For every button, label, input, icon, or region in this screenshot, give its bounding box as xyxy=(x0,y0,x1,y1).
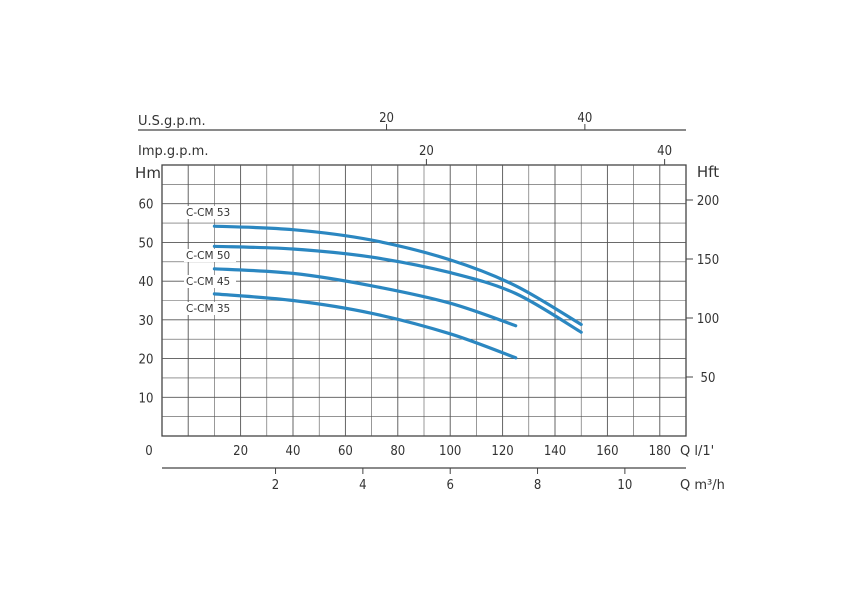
flow-m3h-axis: 2 4 6 8 10 Q m³/h xyxy=(162,467,725,493)
curve-c-cm-50 xyxy=(212,244,583,334)
curve-label-bg xyxy=(184,275,236,288)
tick-label-q-lmin: 180 xyxy=(649,444,671,459)
tick-label-hft: 100 xyxy=(697,312,719,327)
tick-label-imp-gpm: 20 xyxy=(419,144,434,159)
curve-label-bg xyxy=(184,206,236,219)
tick-label-hm: 20 xyxy=(139,353,154,368)
tick-label-hft: 200 xyxy=(697,194,719,209)
tick-label-q-lmin: 80 xyxy=(390,444,405,459)
tick-label-q-lmin: 60 xyxy=(338,444,353,459)
tick-label-hm: 30 xyxy=(139,314,154,329)
curve-label-bg xyxy=(184,302,236,315)
tick-label-imp-gpm: 40 xyxy=(657,144,672,159)
tick-label-us-gpm: 20 xyxy=(379,111,394,126)
tick-label-hm: 50 xyxy=(139,236,154,251)
tick-label-hm: 40 xyxy=(139,275,154,290)
curve-c-cm-45 xyxy=(212,267,518,328)
curve-label: C-CM 45 xyxy=(186,276,230,288)
head-ft-axis: Hft 50 100 150 200 xyxy=(686,163,719,386)
curve-label-bg xyxy=(184,249,236,262)
tick-label-hft: 150 xyxy=(697,253,719,268)
curve-label: C-CM 35 xyxy=(186,303,230,315)
tick-label-m3h: 8 xyxy=(534,478,541,493)
tick-label-q-lmin: 120 xyxy=(491,444,513,459)
flow-l-min-axis: 0 20 40 60 80 100 120 140 160 180 Q l/1' xyxy=(145,444,714,459)
curve-c-cm-53 xyxy=(212,224,583,327)
tick-label-q-lmin: 0 xyxy=(145,444,152,459)
grid xyxy=(162,165,686,436)
tick-label-q-lmin: 100 xyxy=(439,444,461,459)
tick-label-us-gpm: 40 xyxy=(577,111,592,126)
head-m-axis: Hm 10 20 30 40 50 60 xyxy=(135,164,161,406)
curve-label: C-CM 53 xyxy=(186,207,230,219)
tick-label-hft: 50 xyxy=(701,371,716,386)
tick-label-hm: 10 xyxy=(139,391,154,406)
tick-label-m3h: 2 xyxy=(272,478,279,493)
tick-label-m3h: 4 xyxy=(359,478,366,493)
tick-label-hm: 60 xyxy=(139,198,154,213)
tick-label-q-lmin: 20 xyxy=(233,444,248,459)
tick-label-m3h: 10 xyxy=(617,478,632,493)
curve-label: C-CM 50 xyxy=(186,250,230,262)
curve-c-cm-35 xyxy=(212,292,518,360)
axis-label-m3h: Q m³/h xyxy=(680,478,725,493)
axis-label-imp-gpm: Imp.g.p.m. xyxy=(138,144,208,159)
axis-label-hft: Hft xyxy=(697,163,719,181)
axis-label-q-lmin: Q l/1' xyxy=(680,444,714,459)
tick-label-q-lmin: 140 xyxy=(544,444,566,459)
curve-labels: C-CM 53 C-CM 50 C-CM 45 C-CM 35 xyxy=(184,206,236,315)
tick-label-q-lmin: 40 xyxy=(286,444,301,459)
axis-label-us-gpm: U.S.g.p.m. xyxy=(138,114,206,129)
axis-label-hm: Hm xyxy=(135,164,161,182)
tick-label-m3h: 6 xyxy=(446,478,453,493)
performance-curves xyxy=(212,224,583,360)
tick-label-q-lmin: 160 xyxy=(596,444,618,459)
top-flow-axes: U.S.g.p.m. 20 40 Imp.g.p.m. 20 40 xyxy=(138,111,686,165)
